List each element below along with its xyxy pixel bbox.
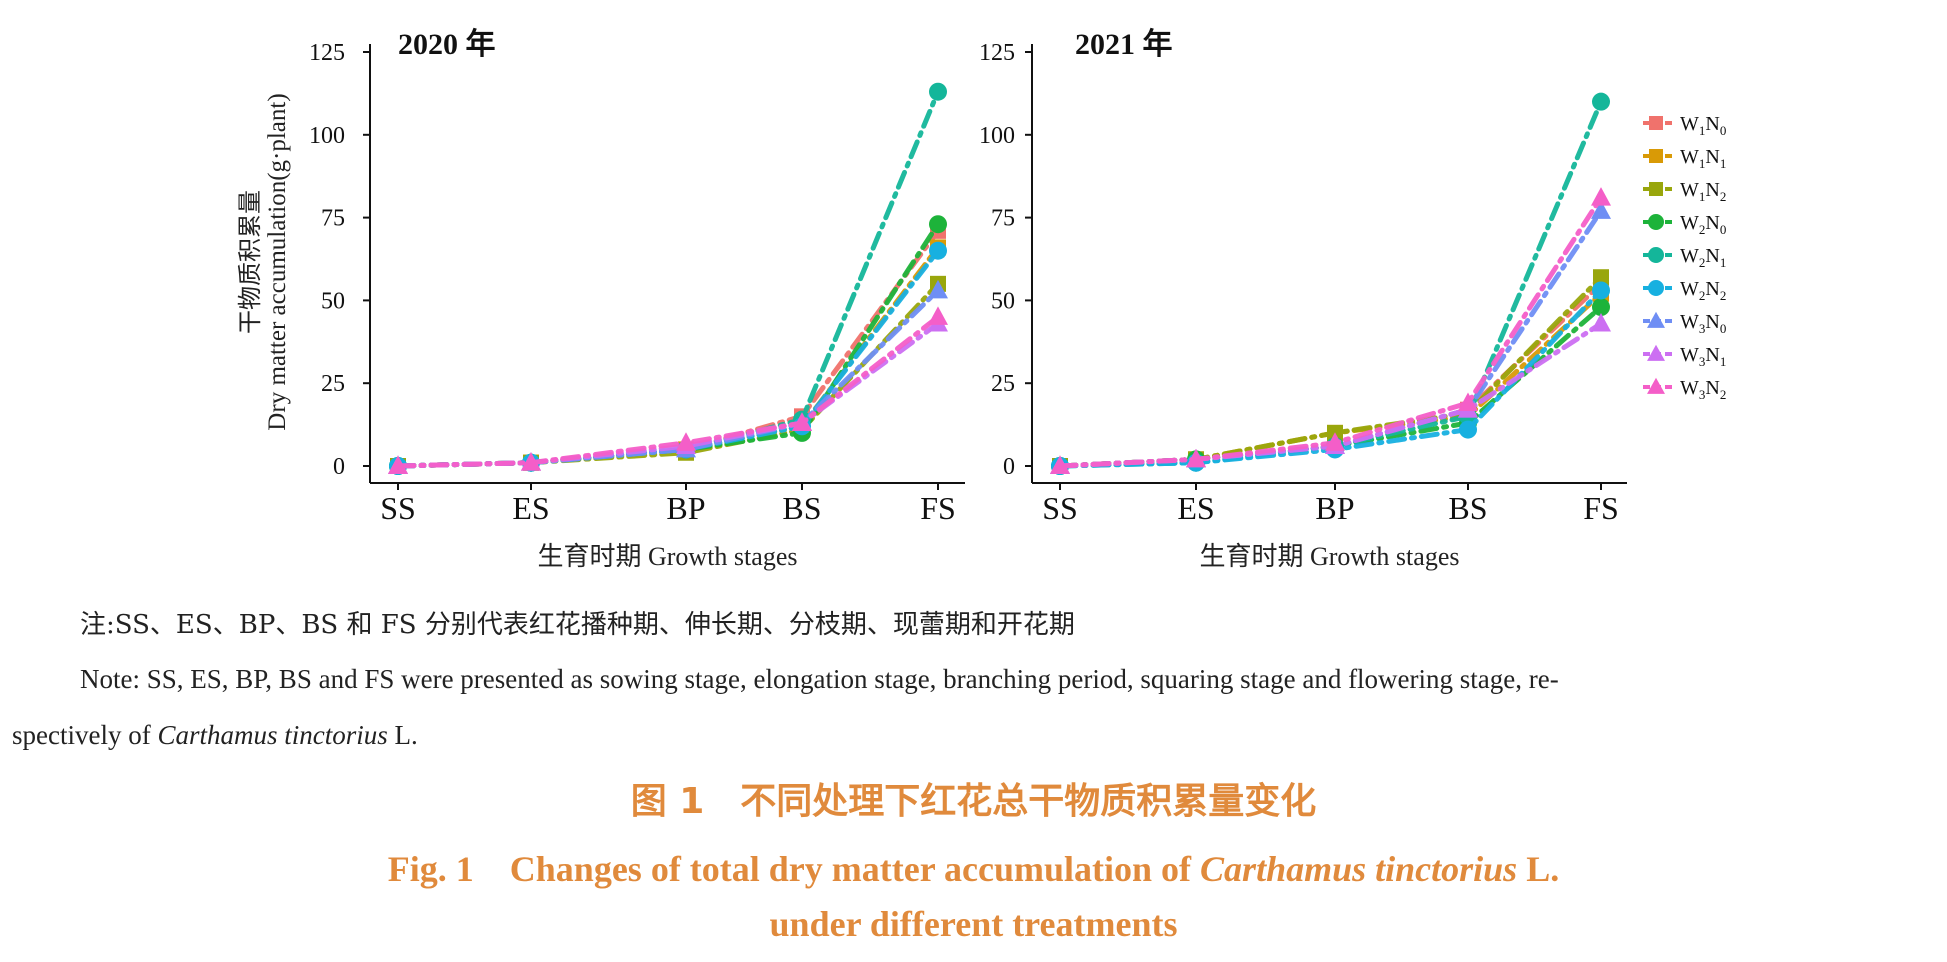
note-english-suffix: L.: [387, 720, 418, 750]
y-tick-label: 50: [321, 288, 345, 314]
y-tick-label: 0: [1003, 454, 1015, 480]
data-point: [1186, 448, 1206, 468]
data-point: [1591, 187, 1611, 206]
legend-label: W3N0: [1680, 311, 1726, 336]
data-point: [1325, 432, 1345, 451]
caption-english-suffix: L.: [1517, 849, 1560, 889]
legend-key-marker: [1649, 116, 1663, 130]
legend-key-marker: [1648, 247, 1664, 263]
legend-label: W3N2: [1680, 377, 1726, 402]
legend-label: W2N0: [1680, 212, 1726, 237]
chart-panel-2020: 0 25 50 75 100 125 SS ES BP BS FS 生育时期 Growth stage…: [237, 28, 965, 571]
legend-key-marker: [1648, 214, 1664, 230]
caption-species-name: Carthamus tinctorius: [1200, 849, 1518, 889]
note-english-text: spectively of: [12, 720, 158, 750]
data-point: [929, 82, 947, 101]
data-point: [1458, 392, 1478, 411]
data-point: [1592, 281, 1610, 300]
data-point: [1591, 313, 1611, 332]
x-tick-label: BP: [666, 490, 705, 526]
x-tick-label: ES: [1177, 490, 1214, 526]
note-chinese: 注:SS、ES、BP、BS 和 FS 分别代表红花播种期、伸长期、分枝期、现蕾期…: [80, 610, 1075, 640]
legend-label: W2N1: [1680, 245, 1726, 270]
x-tick-label: ES: [512, 490, 549, 526]
data-point: [929, 215, 947, 234]
data-point: [1050, 455, 1070, 474]
data-point: [676, 432, 696, 451]
note-english-line-2: spectively of Carthamus tinctorius L.: [12, 720, 418, 751]
panel-title: 2020 年: [398, 28, 496, 61]
legend-key-marker: [1649, 182, 1663, 196]
series-line-w1n2: [395, 281, 941, 469]
chart-legend: W1N0 W1N1 W1N2 W2N0 W2N1 W2N2 W3N0 W3N1 W3N2: [1643, 113, 1726, 402]
data-point: [1592, 92, 1610, 111]
legend-key-marker: [1649, 149, 1663, 163]
series-line-w2n1: [1057, 99, 1604, 469]
y-tick-label: 75: [321, 206, 345, 232]
y-tick-label: 25: [991, 371, 1015, 397]
legend-label: W1N0: [1680, 113, 1726, 138]
y-axis-label-english: Dry matter accumulation(g·plant): [264, 93, 291, 430]
figure-caption-english-line-2: under different treatments: [769, 904, 1178, 944]
legend-key-marker: [1647, 311, 1665, 328]
y-tick-label: 100: [309, 123, 345, 149]
y-tick-label: 125: [309, 40, 345, 66]
note-species-name: Carthamus tinctorius: [157, 720, 388, 750]
legend-label: W1N2: [1680, 179, 1726, 204]
data-point: [1591, 200, 1611, 219]
legend-key-marker: [1647, 377, 1665, 394]
x-axis-label: 生育时期 Growth stages: [538, 542, 798, 571]
data-point: [792, 412, 812, 431]
figure-caption-chinese: 图 1 不同处理下红花总干物质积累量变化: [630, 781, 1317, 822]
x-tick-label: SS: [380, 490, 416, 526]
y-tick-label: 0: [333, 454, 345, 480]
x-axis-label: 生育时期 Growth stages: [1200, 542, 1460, 571]
data-point: [928, 279, 948, 299]
series-line-w2n1: [395, 89, 941, 469]
series-line-w2n0: [395, 221, 941, 469]
legend-label: W2N2: [1680, 278, 1726, 303]
caption-english-text: Fig. 1 Changes of total dry matter accum…: [387, 849, 1201, 889]
data-point: [1459, 420, 1477, 439]
data-point: [928, 306, 948, 325]
legend-key-marker: [1648, 280, 1664, 296]
x-tick-label: SS: [1042, 490, 1078, 526]
data-point: [929, 241, 947, 260]
legend-label: W3N1: [1680, 344, 1726, 369]
x-tick-label: FS: [920, 490, 956, 526]
y-tick-label: 25: [321, 371, 345, 397]
data-point: [1592, 298, 1610, 317]
data-point: [1593, 269, 1609, 286]
y-axis-label-chinese: 干物质积累量: [237, 190, 264, 334]
legend-key-marker: [1647, 344, 1665, 361]
x-tick-label: BS: [1448, 490, 1487, 526]
x-tick-label: BS: [782, 490, 821, 526]
x-tick-label: BP: [1315, 490, 1354, 526]
y-tick-label: 125: [979, 40, 1015, 66]
x-tick-label: FS: [1583, 490, 1619, 526]
figure-caption-english-line-1: Fig. 1 Changes of total dry matter accum…: [0, 840, 1947, 892]
data-point: [521, 452, 541, 471]
panel-title: 2021 年: [1075, 28, 1173, 61]
note-english-line-1: Note: SS, ES, BP, BS and FS were present…: [80, 664, 1559, 694]
y-tick-label: 100: [979, 123, 1015, 149]
chart-panel-2021: 0 25 50 75 100 125 SS ES BP BS FS 生育时期 Growth stage…: [979, 28, 1627, 571]
y-tick-label: 50: [991, 288, 1015, 314]
data-point: [388, 455, 408, 474]
y-tick-label: 75: [991, 206, 1015, 232]
legend-label: W1N1: [1680, 146, 1726, 171]
